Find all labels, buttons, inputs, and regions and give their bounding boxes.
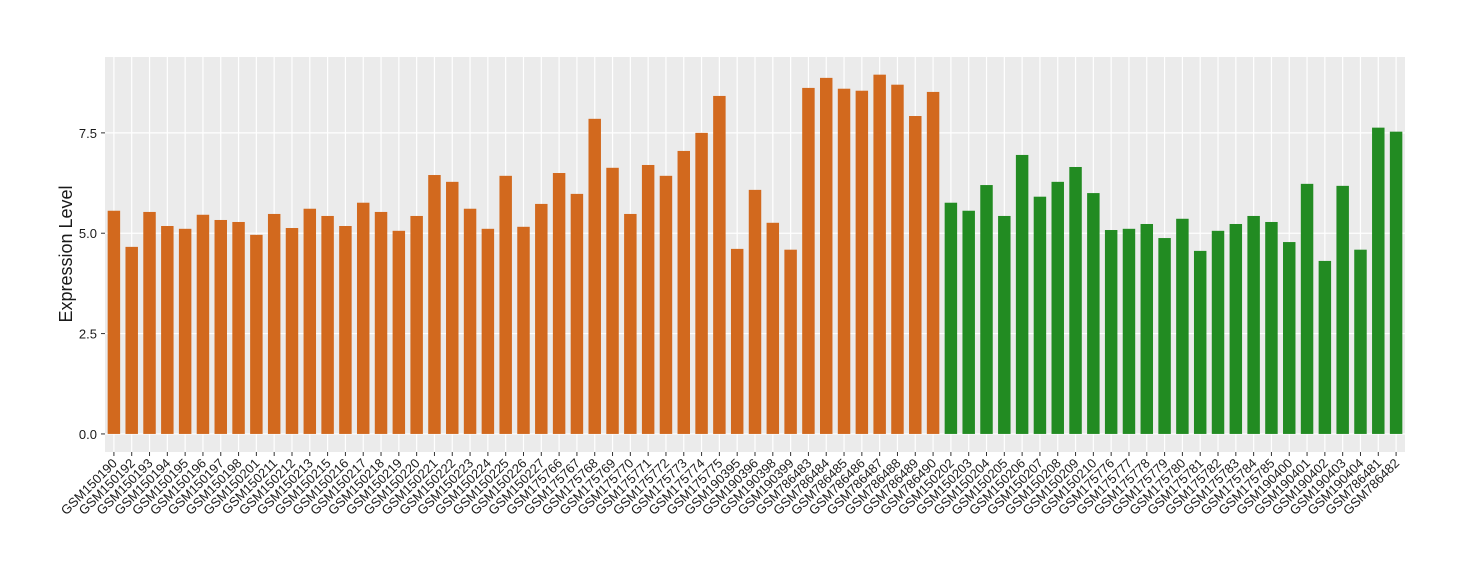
bar (998, 215, 1011, 434)
bar (1300, 183, 1314, 434)
bar (517, 226, 530, 434)
bar (802, 87, 815, 434)
bar (392, 230, 406, 434)
bar (588, 118, 601, 434)
bar (1176, 218, 1189, 434)
bar (926, 91, 940, 434)
bar (1318, 260, 1332, 434)
bar (695, 132, 708, 434)
bar (552, 173, 566, 434)
y-tick-label: 7.5 (79, 126, 97, 141)
y-tick-label: 5.0 (79, 226, 97, 241)
bar (214, 219, 227, 434)
bar (1033, 196, 1047, 434)
bar (1069, 166, 1082, 434)
bar (1051, 181, 1064, 434)
bar (1354, 249, 1367, 434)
bar (713, 95, 726, 434)
bar (481, 228, 495, 434)
bar (339, 225, 352, 434)
bar (267, 213, 281, 434)
bar (410, 215, 423, 434)
bar (570, 193, 584, 434)
bar (250, 234, 263, 434)
bar (1122, 228, 1136, 434)
bar (820, 77, 833, 434)
bar (677, 150, 690, 434)
bar (1283, 242, 1296, 434)
bar (1158, 238, 1171, 434)
bar (784, 249, 797, 434)
bar (641, 164, 655, 434)
bar (125, 246, 138, 434)
bar (855, 90, 869, 434)
bar (178, 228, 192, 434)
bar (730, 248, 744, 434)
bar (143, 211, 156, 434)
bar (766, 222, 780, 434)
bar (232, 221, 245, 434)
bar (535, 203, 548, 434)
bar (1193, 250, 1207, 434)
bar (303, 208, 317, 434)
bar (321, 215, 334, 434)
y-tick-label: 2.5 (79, 327, 97, 342)
bar (891, 84, 904, 434)
bar (463, 208, 477, 434)
bar (374, 211, 388, 434)
bar (446, 181, 459, 434)
bar (1087, 193, 1100, 434)
bar (909, 116, 922, 434)
bar (1229, 223, 1243, 434)
bar (659, 175, 673, 434)
bar (107, 210, 121, 434)
bar (980, 185, 993, 434)
bar (606, 167, 619, 434)
y-tick-label: 0.0 (79, 427, 97, 442)
bar (1265, 221, 1278, 434)
bar (161, 225, 174, 434)
bar (428, 175, 441, 434)
bar (1247, 215, 1260, 434)
bar (1140, 223, 1154, 434)
bar (837, 88, 851, 434)
bar (1336, 185, 1349, 434)
bar (285, 228, 299, 434)
bar (356, 202, 370, 434)
y-axis-label: Expression Level (56, 185, 76, 322)
bar (873, 74, 886, 434)
bar (944, 202, 958, 434)
bar (624, 213, 637, 434)
bar (1015, 154, 1029, 434)
bar (1372, 127, 1385, 434)
bar (1389, 131, 1403, 434)
bar (748, 189, 762, 434)
bar (962, 210, 975, 434)
bar (499, 175, 512, 434)
bar (1211, 230, 1225, 434)
bar (196, 214, 210, 434)
bar (1104, 230, 1118, 434)
